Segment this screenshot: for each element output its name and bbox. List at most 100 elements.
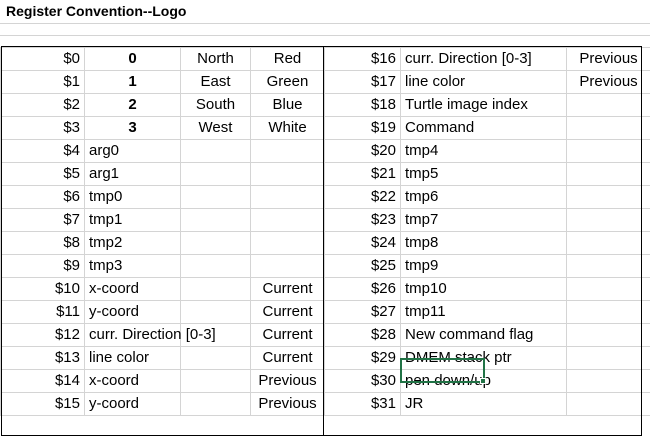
value-cell[interactable]: curr. Direction [0-3] <box>84 323 216 347</box>
color-cell[interactable] <box>250 162 325 186</box>
value-cell[interactable]: arg0 <box>84 139 181 163</box>
value-cell[interactable]: y-coord <box>84 300 181 324</box>
value-cell[interactable]: x-coord <box>84 369 181 393</box>
register-cell[interactable]: $30 <box>324 369 401 393</box>
value-cell[interactable]: 3 <box>84 116 181 140</box>
color-cell[interactable]: Red <box>250 47 325 71</box>
note-cell[interactable] <box>566 116 650 140</box>
direction-cell[interactable] <box>180 231 251 255</box>
description-cell[interactable]: Turtle image index <box>400 93 567 117</box>
direction-cell[interactable] <box>180 300 251 324</box>
description-cell[interactable]: tmp6 <box>400 185 567 209</box>
description-cell[interactable]: tmp8 <box>400 231 567 255</box>
note-cell[interactable] <box>566 185 650 209</box>
note-cell[interactable] <box>566 277 650 301</box>
register-cell[interactable]: $20 <box>324 139 401 163</box>
register-cell[interactable]: $6 <box>0 185 85 209</box>
color-cell[interactable] <box>250 254 325 278</box>
description-cell[interactable]: tmp10 <box>400 277 567 301</box>
register-cell[interactable]: $3 <box>0 116 85 140</box>
value-cell[interactable]: arg1 <box>84 162 181 186</box>
note-cell[interactable] <box>566 93 650 117</box>
color-cell[interactable]: White <box>250 116 325 140</box>
description-cell[interactable]: curr. Direction [0-3] <box>400 47 567 71</box>
direction-cell[interactable]: West <box>180 116 251 140</box>
direction-cell[interactable]: East <box>180 70 251 94</box>
description-cell[interactable]: Command <box>400 116 567 140</box>
color-cell[interactable]: Current <box>250 300 325 324</box>
note-cell[interactable] <box>566 231 650 255</box>
direction-cell[interactable] <box>180 185 251 209</box>
color-cell[interactable] <box>250 185 325 209</box>
register-cell[interactable]: $11 <box>0 300 85 324</box>
note-cell[interactable] <box>566 162 650 186</box>
color-cell[interactable] <box>250 231 325 255</box>
register-cell[interactable]: $25 <box>324 254 401 278</box>
note-cell[interactable] <box>566 139 650 163</box>
value-cell[interactable]: 1 <box>84 70 181 94</box>
color-cell[interactable]: Current <box>250 277 325 301</box>
value-cell[interactable]: y-coord <box>84 392 181 416</box>
color-cell[interactable]: Blue <box>250 93 325 117</box>
register-cell[interactable]: $8 <box>0 231 85 255</box>
value-cell[interactable]: 0 <box>84 47 181 71</box>
register-cell[interactable]: $18 <box>324 93 401 117</box>
description-cell[interactable]: New command flag <box>400 323 567 347</box>
note-cell[interactable] <box>566 254 650 278</box>
direction-cell[interactable] <box>180 392 251 416</box>
register-cell[interactable]: $7 <box>0 208 85 232</box>
value-cell[interactable]: tmp1 <box>84 208 181 232</box>
register-cell[interactable]: $29 <box>324 346 401 370</box>
register-cell[interactable]: $21 <box>324 162 401 186</box>
note-cell[interactable] <box>566 323 650 347</box>
description-cell[interactable]: DMEM stack ptr <box>400 346 567 370</box>
register-cell[interactable]: $0 <box>0 47 85 71</box>
note-cell[interactable] <box>566 369 650 393</box>
note-cell[interactable]: Previous <box>566 70 650 94</box>
register-cell[interactable]: $24 <box>324 231 401 255</box>
value-cell[interactable]: 2 <box>84 93 181 117</box>
color-cell[interactable]: Green <box>250 70 325 94</box>
register-cell[interactable]: $14 <box>0 369 85 393</box>
color-cell[interactable]: Current <box>250 323 325 347</box>
direction-cell[interactable] <box>180 208 251 232</box>
register-cell[interactable]: $9 <box>0 254 85 278</box>
value-cell[interactable]: tmp3 <box>84 254 181 278</box>
note-cell[interactable] <box>566 208 650 232</box>
direction-cell[interactable]: South <box>180 93 251 117</box>
direction-cell[interactable] <box>180 277 251 301</box>
note-cell[interactable] <box>566 392 650 416</box>
direction-cell[interactable] <box>180 139 251 163</box>
register-cell[interactable]: $2 <box>0 93 85 117</box>
description-cell[interactable]: tmp5 <box>400 162 567 186</box>
color-cell[interactable]: Previous <box>250 369 325 393</box>
register-cell[interactable]: $17 <box>324 70 401 94</box>
value-cell[interactable]: line color <box>84 346 181 370</box>
direction-cell[interactable]: North <box>180 47 251 71</box>
register-cell[interactable]: $19 <box>324 116 401 140</box>
register-cell[interactable]: $28 <box>324 323 401 347</box>
description-cell[interactable]: JR <box>400 392 567 416</box>
value-cell[interactable]: tmp0 <box>84 185 181 209</box>
register-cell[interactable]: $5 <box>0 162 85 186</box>
register-cell[interactable]: $26 <box>324 277 401 301</box>
color-cell[interactable] <box>250 208 325 232</box>
direction-cell[interactable] <box>180 346 251 370</box>
note-cell[interactable] <box>566 346 650 370</box>
value-cell[interactable]: x-coord <box>84 277 181 301</box>
register-cell[interactable]: $12 <box>0 323 85 347</box>
fill-handle[interactable] <box>480 378 486 384</box>
register-cell[interactable]: $16 <box>324 47 401 71</box>
note-cell[interactable] <box>566 300 650 324</box>
register-cell[interactable]: $23 <box>324 208 401 232</box>
description-cell[interactable]: tmp9 <box>400 254 567 278</box>
description-cell[interactable]: tmp11 <box>400 300 567 324</box>
register-cell[interactable]: $4 <box>0 139 85 163</box>
description-cell[interactable]: line color <box>400 70 567 94</box>
color-cell[interactable] <box>250 139 325 163</box>
value-cell[interactable]: tmp2 <box>84 231 181 255</box>
register-cell[interactable]: $10 <box>0 277 85 301</box>
description-cell[interactable]: tmp7 <box>400 208 567 232</box>
register-cell[interactable]: $31 <box>324 392 401 416</box>
register-cell[interactable]: $1 <box>0 70 85 94</box>
